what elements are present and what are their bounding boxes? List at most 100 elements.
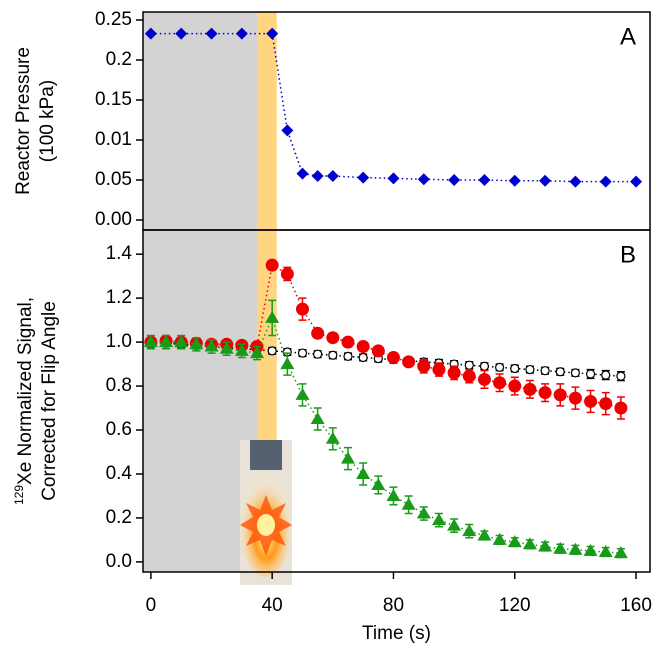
marker <box>510 363 520 374</box>
marker <box>205 27 218 40</box>
series-line <box>150 315 621 554</box>
marker <box>553 388 567 402</box>
y-axis-label-text: Reactor Pressure <box>13 47 34 195</box>
marker <box>417 359 431 373</box>
marker <box>494 362 505 372</box>
marker <box>539 174 552 187</box>
marker <box>250 346 265 359</box>
marker <box>584 394 598 408</box>
x-axis-label: Time (s) <box>362 623 431 644</box>
marker <box>265 258 279 272</box>
y-axis-label: Corrected for Flip Angle <box>39 301 60 501</box>
y-tick-label: 1.0 <box>106 331 132 352</box>
marker <box>448 174 461 186</box>
marker <box>538 386 552 400</box>
marker <box>508 379 522 393</box>
x-tick-label: 0 <box>146 595 157 616</box>
y-axis-label: Reactor Pressure <box>13 47 34 195</box>
marker <box>477 528 492 541</box>
series <box>143 299 628 559</box>
marker <box>585 369 596 379</box>
marker <box>326 170 339 182</box>
marker <box>386 350 400 364</box>
marker <box>540 366 550 376</box>
marker <box>266 27 279 40</box>
y-tick-label: 0.6 <box>106 419 132 440</box>
inset-photo <box>240 440 292 585</box>
marker <box>371 344 385 358</box>
series <box>144 27 643 188</box>
marker <box>387 172 400 185</box>
marker <box>569 175 582 188</box>
marker <box>464 360 474 370</box>
marker <box>525 364 535 375</box>
y-tick-label: 0.15 <box>95 89 132 110</box>
marker <box>297 348 308 358</box>
marker <box>234 343 249 356</box>
marker <box>310 412 325 425</box>
y-axis-label-text: (100 kPa) <box>37 80 58 162</box>
marker <box>371 477 386 490</box>
marker <box>295 302 309 316</box>
marker <box>432 363 446 377</box>
marker <box>325 431 340 444</box>
marker <box>341 335 355 349</box>
shaded-region <box>143 12 258 230</box>
marker <box>553 541 568 554</box>
marker <box>523 382 537 396</box>
marker <box>313 349 323 359</box>
marker <box>296 167 309 180</box>
marker <box>478 174 491 186</box>
plot-frame <box>142 229 651 573</box>
marker <box>281 124 294 137</box>
marker <box>280 267 294 281</box>
marker <box>492 532 507 545</box>
marker <box>311 326 325 340</box>
y-axis-label-superscript: 129 <box>12 485 26 505</box>
marker <box>280 357 295 370</box>
marker <box>462 524 477 537</box>
panel-label: B <box>620 241 636 268</box>
marker <box>401 497 416 510</box>
marker <box>522 537 537 550</box>
marker <box>267 346 277 356</box>
marker <box>447 518 462 531</box>
marker <box>416 506 431 519</box>
marker <box>235 27 248 40</box>
x-tick-label: 40 <box>262 595 283 616</box>
marker <box>219 341 234 354</box>
marker <box>358 352 368 363</box>
x-tick-label: 160 <box>620 595 652 616</box>
marker <box>189 337 204 350</box>
marker <box>616 371 626 381</box>
marker <box>204 339 219 352</box>
marker <box>583 543 598 556</box>
marker <box>326 331 340 345</box>
marker <box>613 546 628 559</box>
shaded-region <box>143 230 258 572</box>
shaded-region <box>257 12 277 230</box>
marker <box>599 175 612 188</box>
x-tick-label: 120 <box>499 595 531 616</box>
y-tick-label: 0.00 <box>95 209 132 230</box>
marker <box>386 488 401 501</box>
marker <box>614 401 628 415</box>
marker <box>144 27 157 40</box>
marker <box>477 372 491 386</box>
marker <box>295 387 310 400</box>
y-tick-label: 1.4 <box>106 243 133 264</box>
y-tick-label: 0.01 <box>95 129 132 150</box>
y-tick-label: 0.0 <box>106 551 132 572</box>
marker <box>447 366 461 380</box>
marker <box>402 355 416 369</box>
marker <box>568 542 583 555</box>
y-axis-label-text: Corrected for Flip Angle <box>39 301 60 501</box>
y-tick-label: 0.8 <box>106 375 132 396</box>
y-axis-label-text: Xe Normalized Signal, <box>15 297 36 485</box>
marker <box>538 539 553 552</box>
y-tick-label: 0.05 <box>95 169 132 190</box>
marker <box>630 175 643 188</box>
marker <box>570 368 581 378</box>
y-axis-label: 129Xe Normalized Signal, <box>12 297 36 505</box>
